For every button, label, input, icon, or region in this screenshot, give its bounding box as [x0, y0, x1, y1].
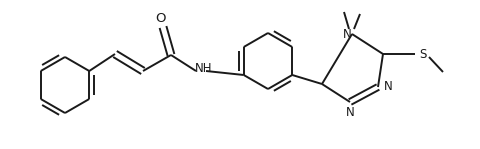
- Text: N: N: [345, 105, 354, 118]
- Text: NH: NH: [195, 62, 212, 74]
- Text: N: N: [342, 28, 351, 41]
- Text: O: O: [156, 13, 166, 25]
- Text: S: S: [419, 48, 426, 60]
- Text: N: N: [383, 80, 392, 94]
